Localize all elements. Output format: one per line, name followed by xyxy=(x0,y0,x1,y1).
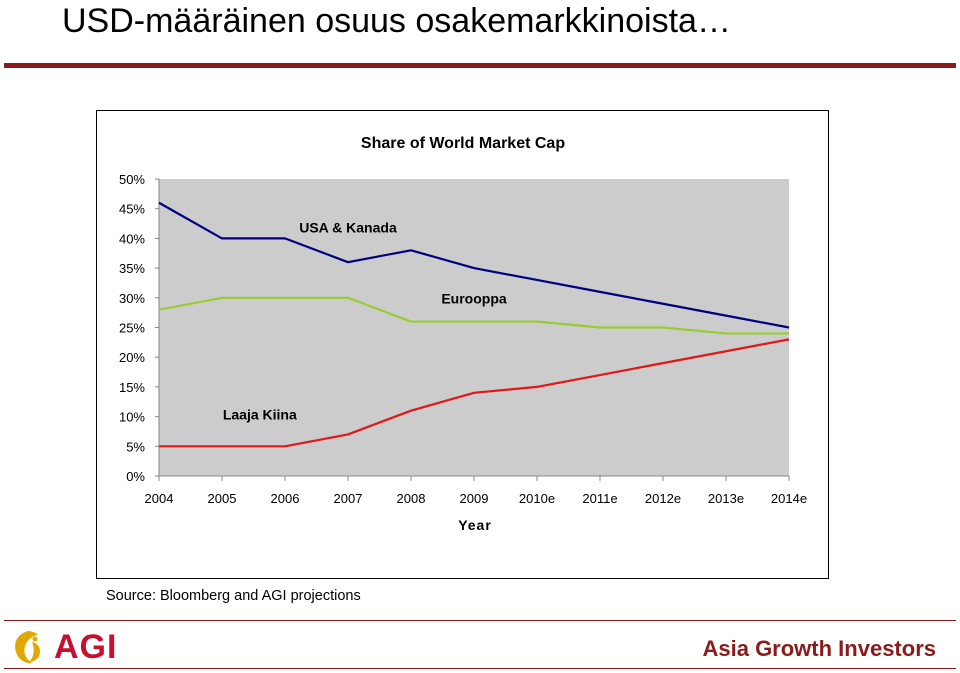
logo-text: AGI xyxy=(54,628,118,666)
x-axis: 2004 2005 2006 2007 2008 2009 2010e 2011e 2012e 2… xyxy=(145,475,807,506)
y-tick-label: 10% xyxy=(119,410,145,425)
line-chart: Share of World Market Cap 0% 5% 10% 15% 20% 2… xyxy=(119,135,807,533)
footer-divider-bottom xyxy=(4,668,956,669)
plot-area xyxy=(159,179,789,476)
x-tick-label: 2006 xyxy=(271,491,300,506)
source-note: Source: Bloomberg and AGI projections xyxy=(106,588,361,604)
company-name: Asia Growth Investors xyxy=(702,636,936,661)
chart-title: Share of World Market Cap xyxy=(361,135,565,152)
series-line xyxy=(158,296,789,335)
series-line xyxy=(159,338,790,448)
chart-frame: Share of World Market Cap 0% 5% 10% 15% 20% 2… xyxy=(96,110,829,579)
y-tick-label: 25% xyxy=(119,321,145,336)
x-tick-label: 2005 xyxy=(208,491,237,506)
x-tick-label: 2013e xyxy=(708,491,744,506)
y-tick-label: 40% xyxy=(119,231,145,246)
y-tick-label: 15% xyxy=(119,380,145,395)
y-tick-label: 50% xyxy=(119,172,145,187)
agi-logo-icon xyxy=(15,631,41,664)
y-tick-label: 5% xyxy=(126,439,145,454)
x-axis-label: Year xyxy=(458,517,492,533)
series-line xyxy=(158,201,790,329)
x-tick-label: 2008 xyxy=(397,491,426,506)
x-tick-label: 2009 xyxy=(460,491,489,506)
series-label: Laaja Kiina xyxy=(223,407,297,423)
y-tick-label: 45% xyxy=(119,202,145,217)
x-tick-label: 2011e xyxy=(582,491,617,506)
footer-divider-top xyxy=(4,620,956,621)
x-tick-label: 2010e xyxy=(519,491,555,506)
slide-title: USD-määräinen osuus osakemarkkinoista… xyxy=(62,2,731,40)
y-tick-label: 0% xyxy=(126,469,145,484)
y-tick-label: 30% xyxy=(119,291,145,306)
y-axis: 0% 5% 10% 15% 20% 25% 30% 35% 40% 45% 50% xyxy=(119,172,160,484)
series-lines xyxy=(158,201,790,448)
x-tick-label: 2007 xyxy=(334,491,363,506)
x-tick-label: 2014e xyxy=(771,491,807,506)
series-label: USA & Kanada xyxy=(299,219,397,235)
x-tick-label: 2004 xyxy=(145,491,174,506)
y-tick-label: 35% xyxy=(119,261,145,276)
title-divider xyxy=(4,63,956,68)
y-tick-label: 20% xyxy=(119,350,145,365)
series-label: Eurooppa xyxy=(441,291,507,307)
x-tick-label: 2012e xyxy=(645,491,681,506)
series-labels: USA & Kanada Eurooppa Laaja Kiina xyxy=(223,219,507,422)
